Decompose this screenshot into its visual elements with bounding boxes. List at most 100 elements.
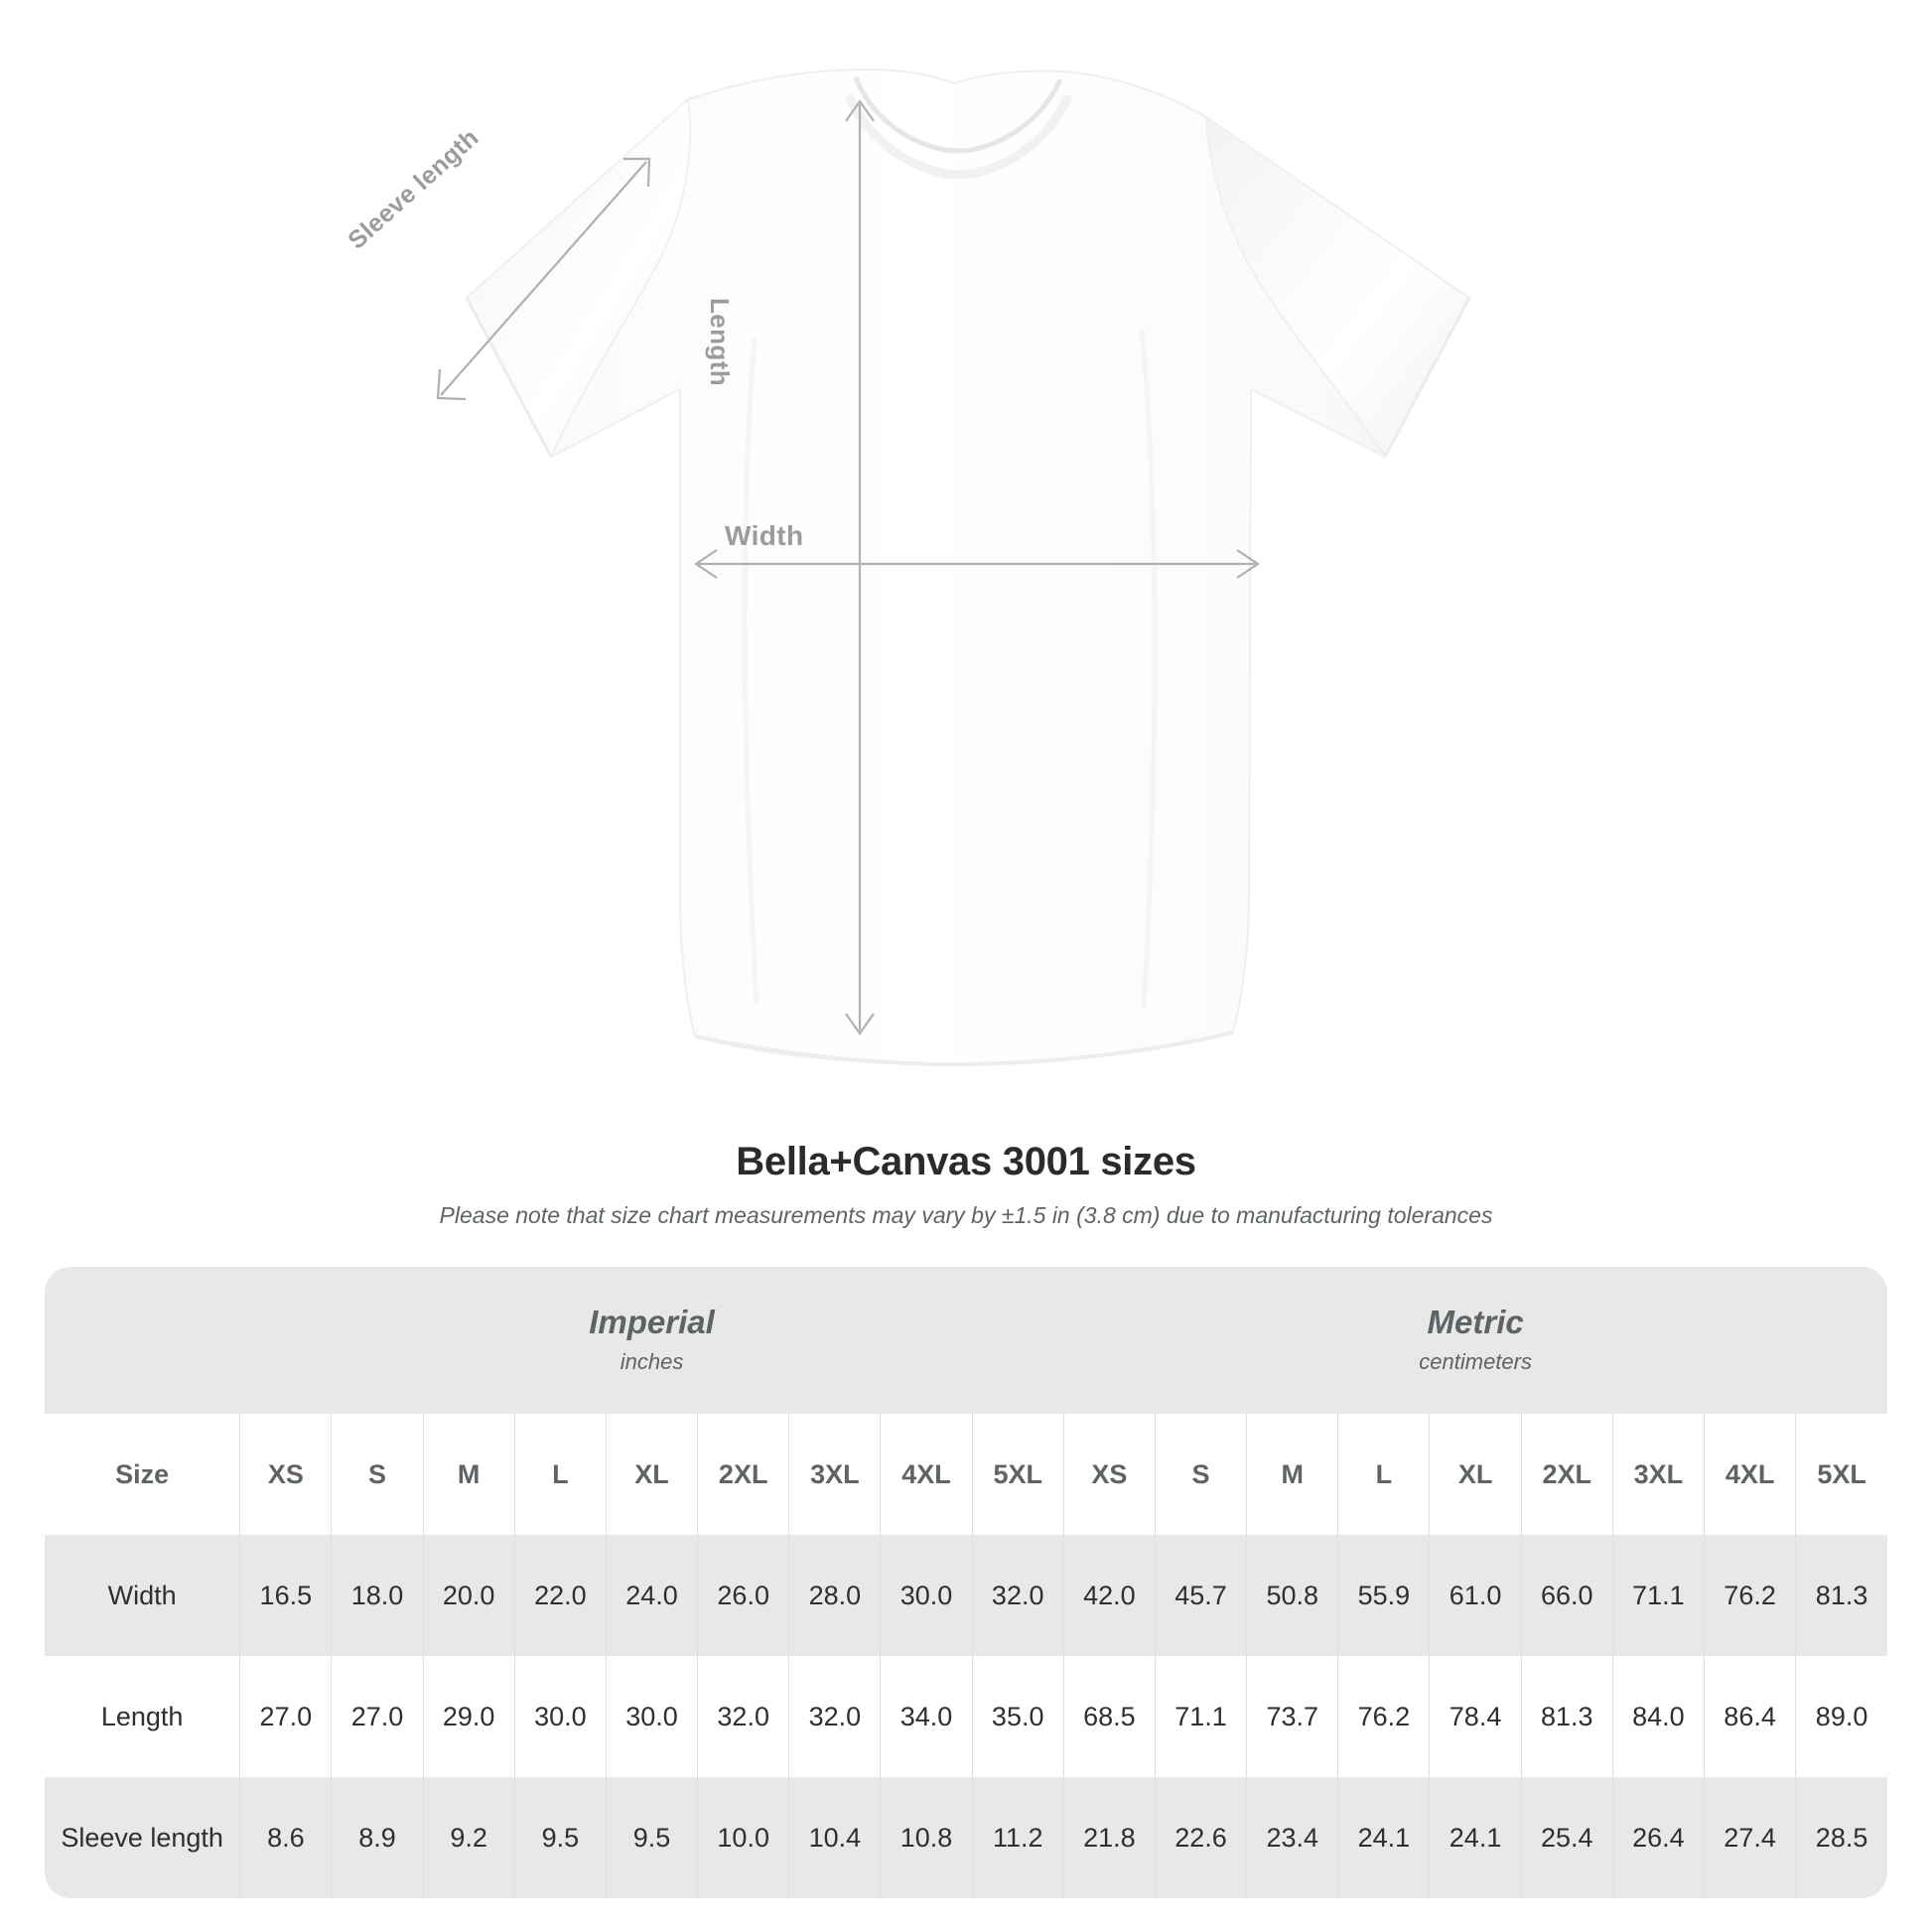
- cell-sleeve-length-imperial-4xl: 10.8: [880, 1777, 973, 1898]
- cell-length-imperial-3xl: 32.0: [788, 1656, 881, 1777]
- cell-width-imperial-4xl: 30.0: [880, 1535, 973, 1656]
- unit-group-name: Imperial: [589, 1303, 715, 1340]
- sleeve-arrow-lower: [436, 368, 467, 401]
- cell-width-imperial-5xl: 32.0: [971, 1535, 1064, 1656]
- cell-sleeve-length-imperial-l: 9.5: [513, 1777, 607, 1898]
- cell-sleeve-length-metric-m: 23.4: [1246, 1777, 1338, 1898]
- cell-sleeve-length-imperial-m: 9.2: [422, 1777, 515, 1898]
- fabric-fold-left: [742, 337, 759, 1004]
- size-column-header-metric-s: S: [1154, 1414, 1247, 1535]
- cell-width-imperial-2xl: 26.0: [697, 1535, 789, 1656]
- cell-width-metric-5xl: 81.3: [1795, 1535, 1887, 1656]
- unit-header-blank-cell: [45, 1267, 240, 1414]
- cell-width-metric-3xl: 71.1: [1611, 1535, 1705, 1656]
- page-subtitle: Please note that size chart measurements…: [439, 1202, 1493, 1228]
- unit-group-unit: centimeters: [1419, 1349, 1532, 1375]
- cell-width-imperial-3xl: 28.0: [788, 1535, 881, 1656]
- cell-width-metric-xs: 42.0: [1062, 1535, 1156, 1656]
- cell-sleeve-length-imperial-2xl: 10.0: [697, 1777, 789, 1898]
- t-shirt-diagram: Sleeve length Length Width: [343, 68, 1471, 1067]
- cell-width-metric-l: 55.9: [1337, 1535, 1430, 1656]
- collar-band: [844, 93, 1073, 180]
- cell-length-metric-2xl: 81.3: [1520, 1656, 1613, 1777]
- size-column-header-imperial-xl: XL: [605, 1414, 698, 1535]
- cell-length-metric-5xl: 89.0: [1795, 1656, 1887, 1777]
- size-column-header-metric-3xl: 3XL: [1611, 1414, 1705, 1535]
- cell-width-imperial-l: 22.0: [513, 1535, 607, 1656]
- size-column-header-imperial-xs: XS: [239, 1414, 332, 1535]
- cell-length-metric-xs: 68.5: [1062, 1656, 1156, 1777]
- cell-length-imperial-2xl: 32.0: [697, 1656, 789, 1777]
- cell-sleeve-length-metric-xl: 24.1: [1429, 1777, 1522, 1898]
- size-column-header-metric-5xl: 5XL: [1795, 1414, 1887, 1535]
- neckline: [853, 76, 1063, 154]
- table-row: Length 27.0 27.0 29.0 30.0 30.0 32.0 32.0 34.0 35…: [45, 1656, 1887, 1777]
- cell-length-imperial-5xl: 35.0: [971, 1656, 1064, 1777]
- width-arrow-left: [694, 549, 718, 579]
- size-column-header-imperial-5xl: 5XL: [971, 1414, 1064, 1535]
- cell-length-metric-l: 76.2: [1337, 1656, 1430, 1777]
- right-sleeve-hem: [1383, 297, 1471, 458]
- width-annotation-label: Width: [725, 520, 804, 551]
- t-shirt-illustration: [436, 68, 1471, 1067]
- size-header-label: Size: [45, 1414, 240, 1535]
- cell-sleeve-length-imperial-5xl: 11.2: [971, 1777, 1064, 1898]
- row-header-width: Width: [45, 1535, 240, 1656]
- size-column-header-imperial-3xl: 3XL: [788, 1414, 881, 1535]
- width-arrow-right: [1236, 549, 1260, 579]
- size-column-header-metric-4xl: 4XL: [1703, 1414, 1796, 1535]
- cell-length-imperial-xl: 30.0: [605, 1656, 698, 1777]
- cell-sleeve-length-metric-s: 22.6: [1154, 1777, 1247, 1898]
- cell-sleeve-length-metric-4xl: 27.4: [1703, 1777, 1796, 1898]
- size-column-header-metric-2xl: 2XL: [1520, 1414, 1613, 1535]
- left-sleeve-shape: [465, 97, 692, 460]
- size-column-header-metric-xs: XS: [1062, 1414, 1156, 1535]
- cell-width-imperial-xl: 24.0: [605, 1535, 698, 1656]
- cell-sleeve-length-imperial-xs: 8.6: [239, 1777, 332, 1898]
- size-column-header-imperial-4xl: 4XL: [880, 1414, 973, 1535]
- unit-header-row: Imperial inches Metric centimeters: [45, 1267, 1887, 1414]
- page-title: Bella+Canvas 3001 sizes: [736, 1140, 1196, 1183]
- cell-sleeve-length-metric-xs: 21.8: [1062, 1777, 1156, 1898]
- length-arrow-bottom: [845, 1013, 875, 1035]
- size-column-header-imperial-l: L: [513, 1414, 607, 1535]
- cell-sleeve-length-imperial-3xl: 10.4: [788, 1777, 881, 1898]
- cell-length-metric-xl: 78.4: [1429, 1656, 1522, 1777]
- cell-sleeve-length-metric-l: 24.1: [1337, 1777, 1430, 1898]
- title-block: Bella+Canvas 3001 sizes Please note that…: [0, 1140, 1932, 1229]
- unit-group-name: Metric: [1427, 1303, 1524, 1340]
- cell-length-metric-3xl: 84.0: [1611, 1656, 1705, 1777]
- cell-length-imperial-4xl: 34.0: [880, 1656, 973, 1777]
- cell-width-metric-4xl: 76.2: [1703, 1535, 1796, 1656]
- cell-length-imperial-l: 30.0: [513, 1656, 607, 1777]
- bottom-hem: [694, 1031, 1234, 1067]
- cell-length-imperial-s: 27.0: [331, 1656, 424, 1777]
- unit-group-header-imperial: Imperial inches: [239, 1267, 1064, 1414]
- cell-length-imperial-xs: 27.0: [239, 1656, 332, 1777]
- cell-length-metric-4xl: 86.4: [1703, 1656, 1796, 1777]
- table-row: Width 16.5 18.0 20.0 22.0 24.0 26.0 28.0 30.0 32.…: [45, 1535, 1887, 1656]
- sleeve-measure-line: [440, 161, 647, 396]
- cell-sleeve-length-metric-5xl: 28.5: [1795, 1777, 1887, 1898]
- cell-length-metric-s: 71.1: [1154, 1656, 1247, 1777]
- size-column-header-imperial-2xl: 2XL: [697, 1414, 789, 1535]
- cell-sleeve-length-imperial-s: 8.9: [331, 1777, 424, 1898]
- length-annotation-label: Length: [705, 298, 735, 387]
- cell-width-metric-2xl: 66.0: [1520, 1535, 1613, 1656]
- size-column-header-metric-l: L: [1337, 1414, 1430, 1535]
- cell-length-metric-m: 73.7: [1246, 1656, 1338, 1777]
- size-header-row: Size XS S M L XL 2XL 3XL 4XL 5XL XS S M L XL 2XL 3XL 4XL 5…: [45, 1414, 1887, 1535]
- unit-group-header-metric: Metric centimeters: [1063, 1267, 1887, 1414]
- unit-group-unit: inches: [620, 1349, 684, 1375]
- left-sleeve-hem: [465, 297, 553, 458]
- size-table-container: Imperial inches Metric centimeters Size XS S M L…: [45, 1267, 1887, 1898]
- cell-sleeve-length-metric-2xl: 25.4: [1520, 1777, 1613, 1898]
- cell-width-metric-m: 50.8: [1246, 1535, 1338, 1656]
- cell-length-imperial-m: 29.0: [422, 1656, 515, 1777]
- row-header-sleeve-length: Sleeve length: [45, 1777, 240, 1898]
- sleeve-arrow-upper: [623, 157, 651, 188]
- size-column-header-metric-m: M: [1246, 1414, 1338, 1535]
- length-arrow-top: [845, 99, 875, 122]
- cell-width-metric-s: 45.7: [1154, 1535, 1247, 1656]
